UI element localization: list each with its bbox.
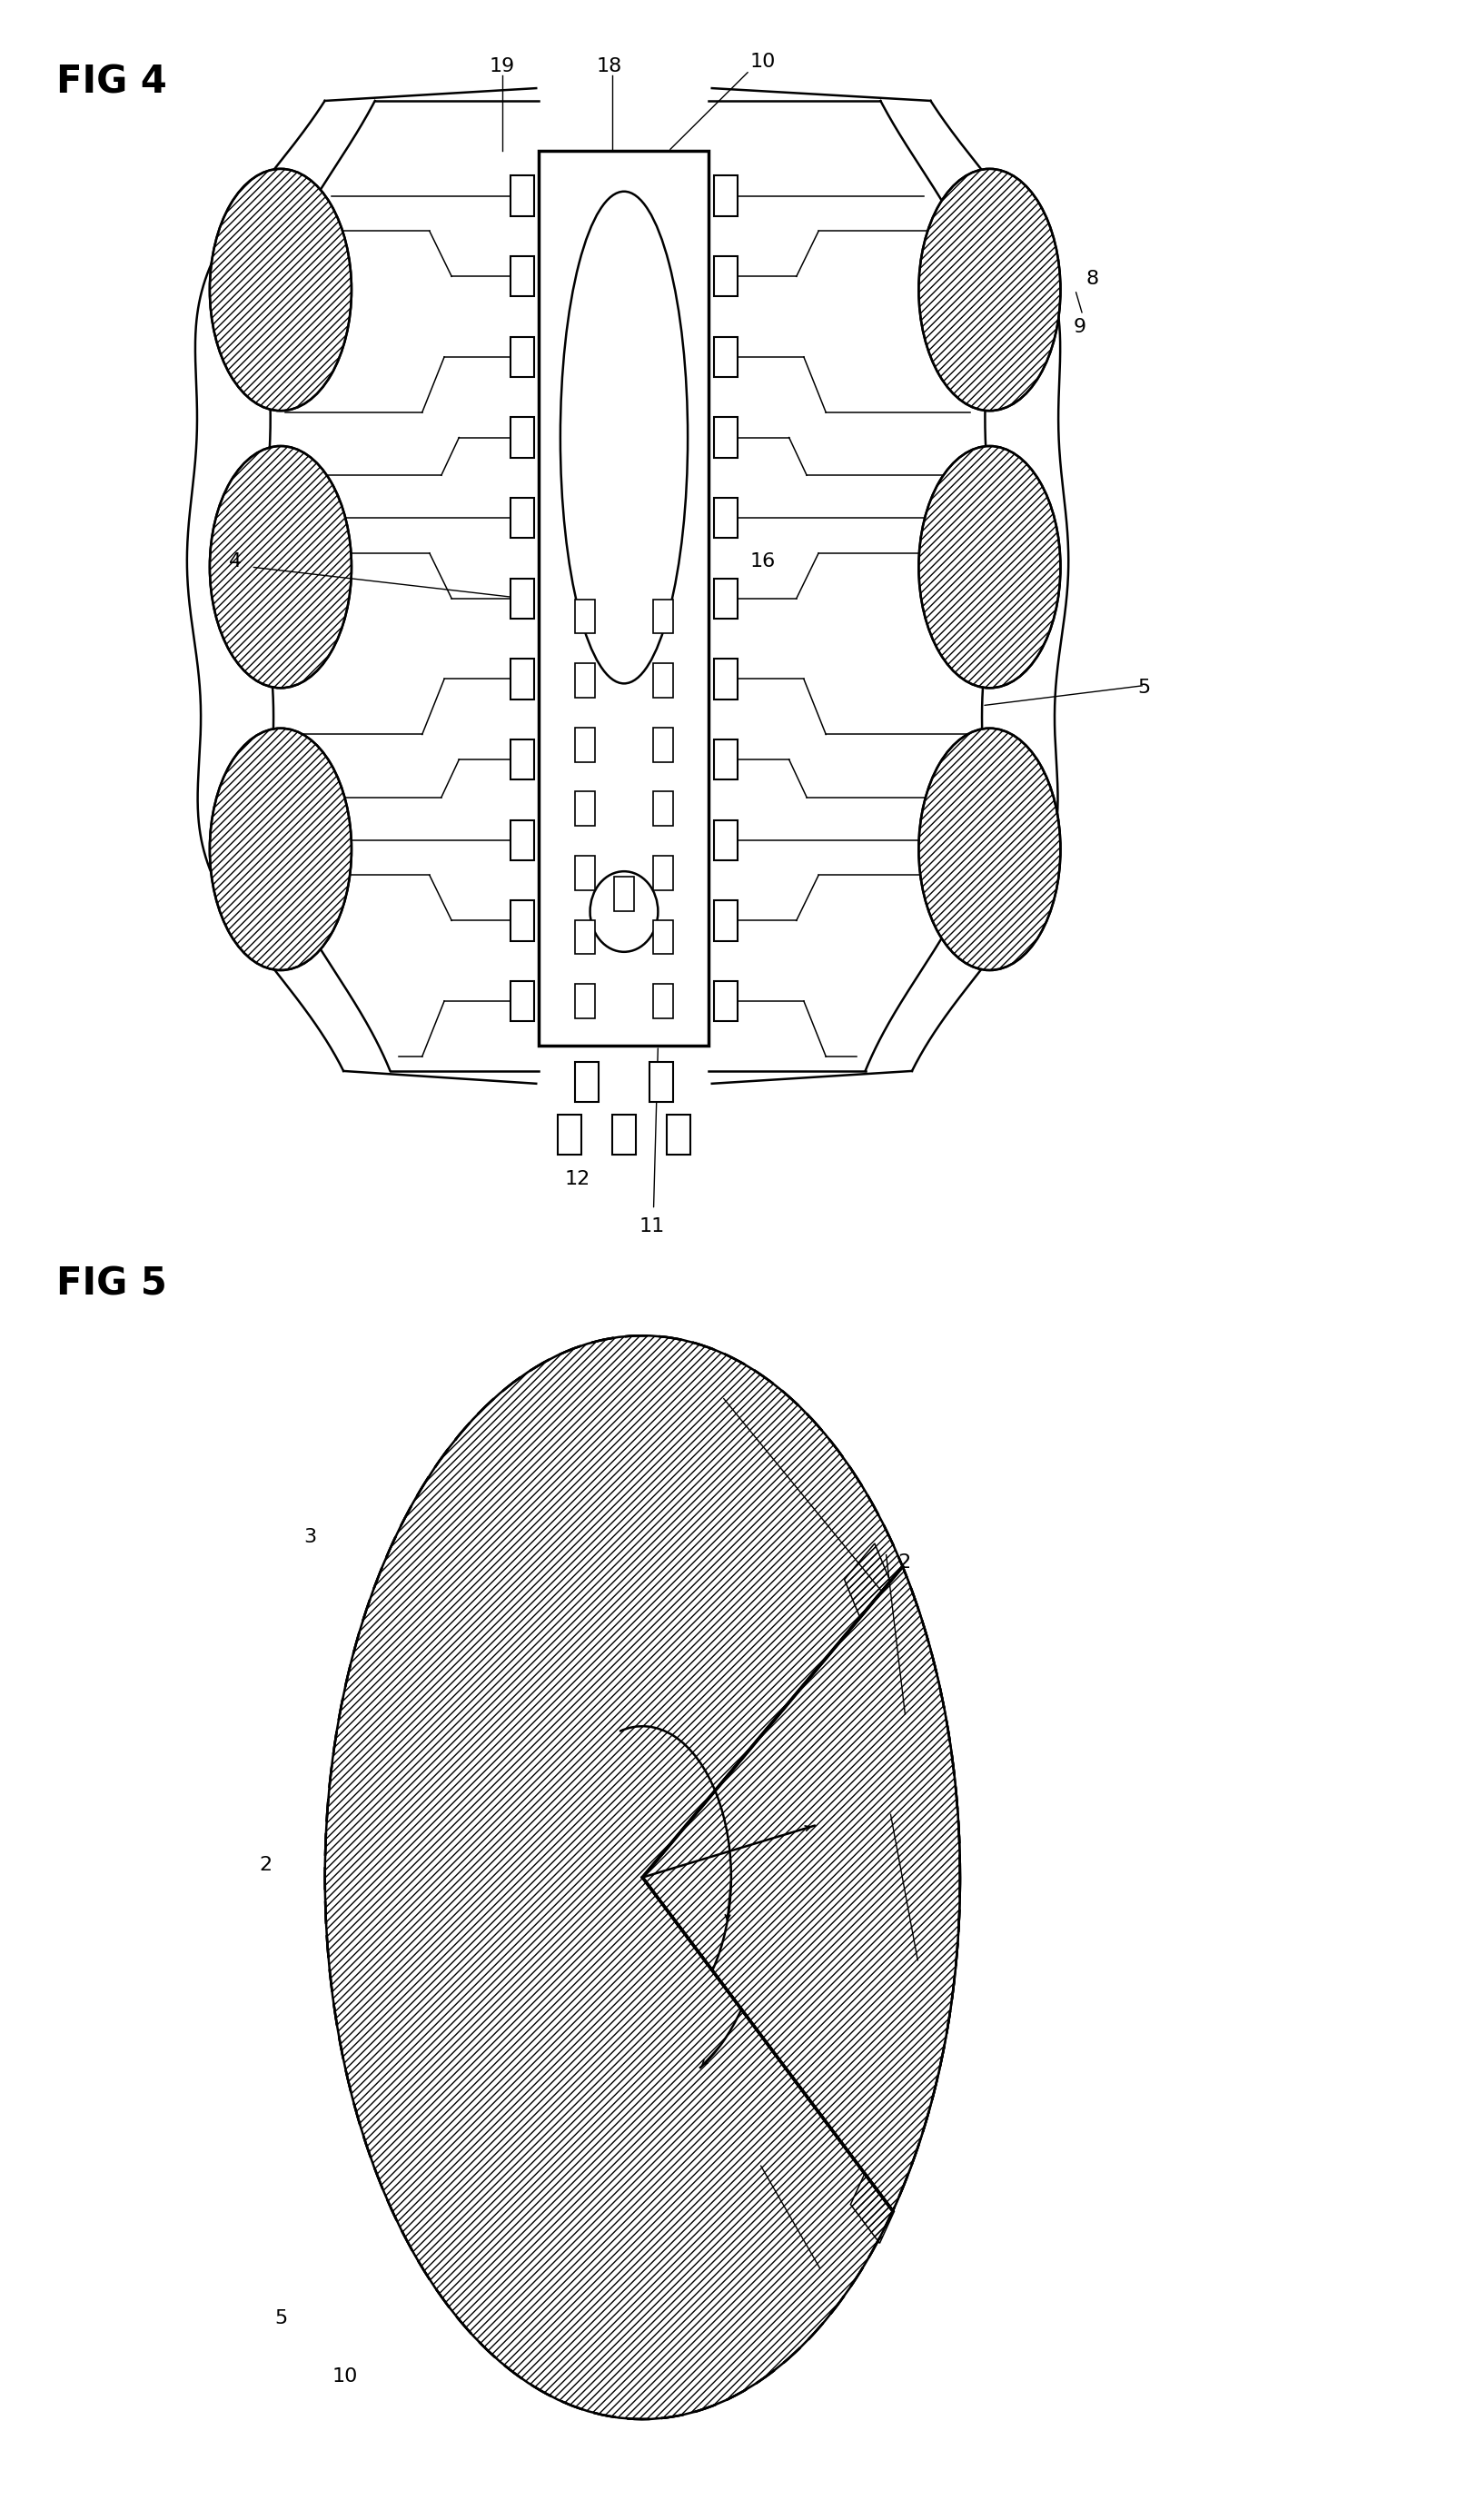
Bar	[575, 728, 595, 761]
Bar	[539, 151, 709, 1046]
Text: 4: 4	[229, 552, 242, 570]
Text: 15: 15	[724, 1394, 749, 1414]
Text: 10: 10	[332, 2366, 357, 2386]
Text: 12: 12	[564, 1169, 591, 1187]
Bar	[713, 900, 737, 940]
Bar	[653, 728, 674, 761]
Bar	[851, 2172, 894, 2243]
Circle shape	[210, 446, 352, 688]
Text: 5: 5	[275, 2308, 287, 2328]
Text: 3: 3	[304, 1527, 316, 1547]
Circle shape	[210, 169, 352, 411]
Wedge shape	[642, 1567, 960, 2210]
Text: 18: 18	[597, 58, 622, 76]
Bar	[575, 1061, 598, 1101]
Bar	[653, 920, 674, 955]
Bar	[511, 499, 535, 539]
Bar	[511, 658, 535, 698]
Text: 4: 4	[504, 1426, 515, 1446]
Bar	[713, 176, 737, 217]
Text: 19: 19	[489, 58, 515, 76]
Bar	[614, 877, 634, 910]
Text: 16: 16	[750, 552, 775, 570]
Bar	[511, 176, 535, 217]
Bar	[511, 257, 535, 297]
Bar	[713, 819, 737, 859]
Bar	[575, 857, 595, 890]
Bar	[511, 980, 535, 1021]
Text: 10: 10	[749, 53, 775, 71]
Bar	[575, 791, 595, 827]
Bar	[511, 580, 535, 620]
Bar	[575, 983, 595, 1018]
Text: β: β	[541, 1741, 552, 1761]
Text: 5: 5	[1137, 678, 1151, 696]
Text: FIG 4: FIG 4	[56, 63, 167, 101]
Text: 2: 2	[260, 1855, 272, 1875]
Circle shape	[919, 728, 1060, 970]
Text: 12: 12	[886, 1552, 911, 1572]
Circle shape	[919, 446, 1060, 688]
Text: 8: 8	[1086, 270, 1099, 287]
Bar	[575, 600, 595, 633]
Bar	[653, 663, 674, 698]
Bar	[713, 738, 737, 779]
Text: 14: 14	[827, 2265, 852, 2286]
Bar	[845, 1542, 891, 1618]
Bar	[575, 920, 595, 955]
Circle shape	[325, 1336, 960, 2419]
Bar	[666, 1114, 690, 1154]
Bar	[558, 1114, 582, 1154]
Bar	[511, 418, 535, 459]
Bar	[713, 338, 737, 378]
Bar	[575, 663, 595, 698]
Text: 16: 16	[731, 1729, 756, 1749]
Bar	[713, 658, 737, 698]
Bar	[511, 338, 535, 378]
Text: 9: 9	[1074, 318, 1087, 335]
Bar	[653, 983, 674, 1018]
Bar	[511, 900, 535, 940]
Bar	[713, 499, 737, 539]
Bar	[611, 1114, 637, 1154]
Circle shape	[919, 169, 1060, 411]
Bar	[653, 791, 674, 827]
Text: FIG 5: FIG 5	[56, 1265, 167, 1303]
Bar	[511, 819, 535, 859]
Bar	[713, 418, 737, 459]
Bar	[653, 857, 674, 890]
Bar	[713, 257, 737, 297]
Bar	[653, 600, 674, 633]
Bar	[650, 1061, 674, 1101]
Bar	[713, 980, 737, 1021]
Bar	[511, 738, 535, 779]
Text: 11: 11	[638, 1217, 665, 1235]
Bar	[713, 580, 737, 620]
Text: 11: 11	[891, 1817, 916, 1837]
Circle shape	[210, 728, 352, 970]
Text: α: α	[666, 2006, 678, 2026]
